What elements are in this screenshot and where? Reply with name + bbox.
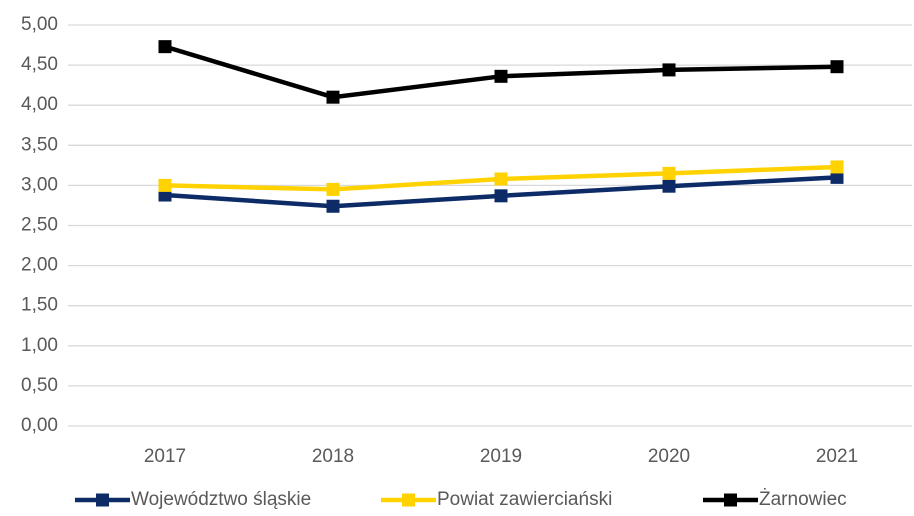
legend-marker bbox=[724, 493, 737, 507]
x-tick-label: 2018 bbox=[312, 446, 354, 467]
legend-label: Powiat zawierciański bbox=[437, 489, 612, 510]
x-tick-label: 2020 bbox=[648, 446, 690, 467]
marker bbox=[830, 60, 844, 74]
marker bbox=[494, 172, 508, 186]
marker bbox=[326, 90, 340, 104]
y-tick-label: 4,50 bbox=[21, 54, 58, 75]
marker bbox=[830, 170, 844, 184]
legend-marker bbox=[96, 493, 109, 507]
y-tick-label: 2,50 bbox=[21, 215, 58, 236]
x-tick-label: 2019 bbox=[480, 446, 522, 467]
y-tick-label: 3,00 bbox=[21, 174, 58, 195]
marker bbox=[662, 179, 676, 193]
y-tick-label: 0,50 bbox=[21, 375, 58, 396]
x-tick-label: 2017 bbox=[144, 446, 186, 467]
y-tick-label: 0,00 bbox=[21, 415, 58, 436]
y-tick-label: 1,00 bbox=[21, 335, 58, 356]
marker bbox=[830, 160, 844, 174]
marker bbox=[158, 40, 172, 54]
y-tick-label: 2,00 bbox=[21, 255, 58, 276]
marker bbox=[494, 69, 508, 83]
marker bbox=[662, 166, 676, 180]
marker bbox=[662, 63, 676, 77]
marker bbox=[326, 182, 340, 196]
marker bbox=[158, 178, 172, 192]
legend-marker bbox=[402, 493, 415, 507]
y-tick-label: 1,50 bbox=[21, 295, 58, 316]
legend-label: Żarnowiec bbox=[759, 489, 847, 510]
marker bbox=[494, 189, 508, 203]
y-tick-label: 4,00 bbox=[21, 94, 58, 115]
y-tick-label: 5,00 bbox=[21, 14, 58, 35]
x-tick-label: 2021 bbox=[816, 446, 858, 467]
legend-label: Województwo śląskie bbox=[131, 489, 311, 510]
y-tick-label: 3,50 bbox=[21, 134, 58, 155]
marker bbox=[326, 199, 340, 213]
